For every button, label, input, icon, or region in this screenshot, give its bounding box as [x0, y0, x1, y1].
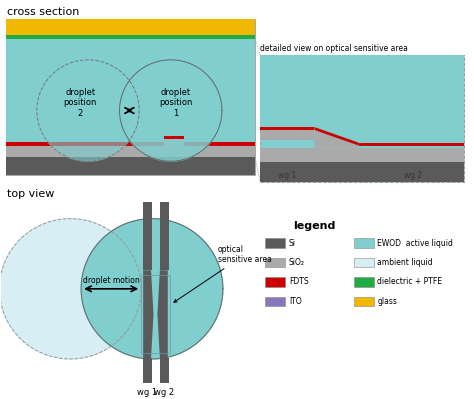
Polygon shape [0, 219, 141, 359]
Bar [6, 35, 255, 40]
Bar [160, 358, 169, 383]
Text: SiO₂: SiO₂ [289, 258, 305, 267]
Bar [260, 55, 464, 182]
Polygon shape [157, 270, 168, 358]
Bar [164, 138, 183, 146]
Text: wg 1: wg 1 [278, 171, 296, 180]
Bar [354, 238, 374, 248]
Bar [265, 277, 285, 287]
Text: detailed view on optical sensitive area: detailed view on optical sensitive area [260, 44, 408, 53]
Bar [143, 202, 152, 270]
Text: droplet
position
2: droplet position 2 [64, 88, 97, 118]
Text: dielectric + PTFE: dielectric + PTFE [377, 277, 442, 286]
Text: ITO: ITO [289, 297, 301, 306]
Polygon shape [119, 60, 222, 161]
Bar [265, 296, 285, 306]
Text: FDTS: FDTS [289, 277, 309, 286]
Bar [260, 127, 314, 130]
Text: legend: legend [293, 221, 335, 231]
Bar [160, 202, 169, 270]
Bar [265, 258, 285, 267]
Bar [6, 142, 255, 146]
Text: top view: top view [7, 190, 55, 200]
Text: wg 1: wg 1 [137, 388, 157, 397]
Bar [354, 258, 374, 267]
Bar [6, 19, 255, 35]
Text: wg 2: wg 2 [154, 388, 174, 397]
Bar [354, 296, 374, 306]
Text: optical
sensitive area: optical sensitive area [174, 245, 272, 302]
Bar [164, 136, 183, 139]
Bar [141, 275, 170, 353]
Polygon shape [37, 60, 139, 161]
Polygon shape [314, 130, 359, 148]
Bar [6, 202, 255, 383]
Bar [260, 55, 464, 138]
Bar [265, 238, 285, 248]
Bar [6, 40, 255, 146]
Text: ambient liquid: ambient liquid [377, 258, 433, 267]
Polygon shape [314, 127, 359, 146]
Bar [260, 148, 464, 162]
Polygon shape [143, 270, 154, 358]
Bar [260, 130, 314, 140]
Polygon shape [81, 219, 223, 359]
Bar [354, 277, 374, 287]
Bar [6, 19, 255, 175]
Bar [6, 146, 255, 157]
Bar [359, 143, 464, 146]
Bar [143, 358, 152, 383]
Bar [6, 157, 255, 175]
Text: droplet
position
1: droplet position 1 [159, 88, 192, 118]
Text: cross section: cross section [7, 7, 80, 17]
Text: wg 2: wg 2 [404, 171, 422, 180]
Text: Si: Si [289, 239, 296, 247]
Text: droplet motion: droplet motion [83, 276, 139, 285]
Text: EWOD  active liquid: EWOD active liquid [377, 239, 453, 247]
Bar [260, 162, 464, 182]
Text: glass: glass [377, 297, 397, 306]
